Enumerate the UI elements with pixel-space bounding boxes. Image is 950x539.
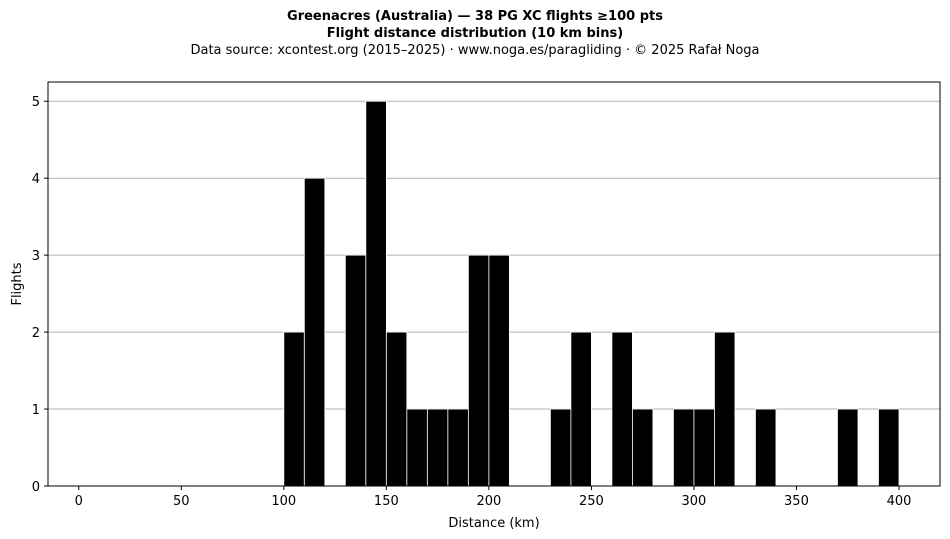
y-tick-label: 4 xyxy=(32,172,40,187)
x-tick-label: 150 xyxy=(374,494,399,509)
x-axis-label: Distance (km) xyxy=(448,516,539,531)
y-tick-label: 2 xyxy=(32,326,40,341)
histogram-bar xyxy=(385,331,408,487)
x-tick-label: 350 xyxy=(784,494,809,509)
histogram-bar xyxy=(755,408,777,487)
histogram-bar xyxy=(837,408,859,487)
histogram-bar xyxy=(549,408,572,487)
histogram-bar xyxy=(714,331,736,487)
x-axis-ticks: 0 50 100 150 200 250 300 350 400 xyxy=(75,486,912,509)
x-tick-label: 100 xyxy=(271,494,296,509)
y-axis-ticks: 0 1 2 3 4 5 xyxy=(32,95,48,495)
y-tick-label: 1 xyxy=(32,403,40,418)
chart-subtitle: Flight distance distribution (10 km bins… xyxy=(326,26,624,41)
data-source-line: Data source: xcontest.org (2015–2025) · … xyxy=(190,43,760,58)
histogram-bar xyxy=(632,408,654,487)
histogram-bar xyxy=(447,408,469,487)
x-tick-label: 250 xyxy=(579,494,604,509)
histogram-bars xyxy=(283,100,900,487)
x-tick-label: 200 xyxy=(476,494,501,509)
histogram-bar xyxy=(406,408,428,487)
histogram-bar xyxy=(611,331,633,487)
x-tick-label: 300 xyxy=(682,494,707,509)
plot-frame xyxy=(47,81,941,487)
histogram-bar xyxy=(365,100,387,487)
y-tick-label: 5 xyxy=(32,95,40,110)
y-axis-label: Flights xyxy=(10,262,25,305)
x-tick-label: 50 xyxy=(173,494,190,509)
y-tick-label: 0 xyxy=(32,480,40,495)
histogram-bar xyxy=(467,254,490,487)
histogram-bar xyxy=(693,408,715,487)
chart-title: Greenacres (Australia) — 38 PG XC flight… xyxy=(287,9,663,24)
x-tick-label: 0 xyxy=(75,494,83,509)
y-tick-label: 3 xyxy=(32,249,40,264)
histogram-bar xyxy=(570,331,592,487)
x-tick-label: 400 xyxy=(887,494,912,509)
histogram-bar xyxy=(303,177,326,487)
histogram-bar xyxy=(488,254,510,487)
histogram-bar xyxy=(878,408,900,487)
histogram-bar xyxy=(344,254,367,487)
histogram-bar xyxy=(283,331,305,487)
histogram-bar xyxy=(426,408,449,487)
histogram-bar xyxy=(673,408,695,487)
